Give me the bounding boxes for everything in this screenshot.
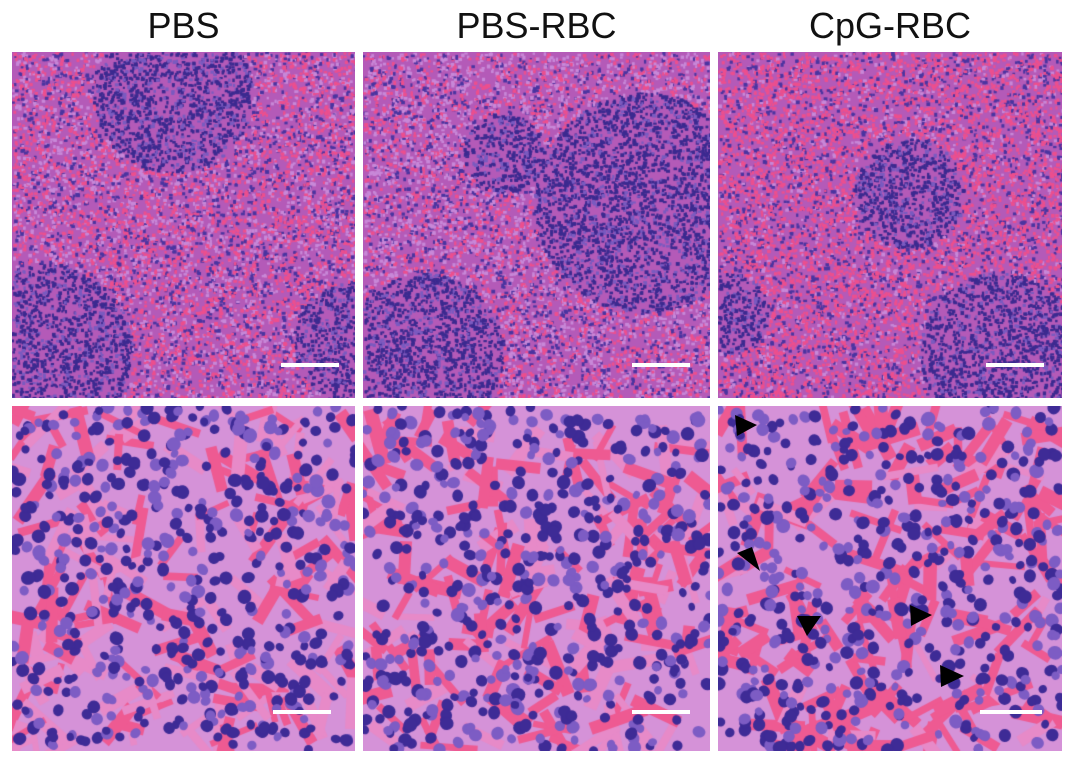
scale-bar — [273, 710, 331, 714]
column-title-pbs: PBS — [147, 5, 220, 46]
scale-bar — [632, 363, 690, 367]
column-title-cpg-rbc: CpG-RBC — [808, 5, 972, 46]
column-title-pbs-rbc: PBS-RBC — [456, 5, 617, 46]
micrograph-cpg-rbc-low — [718, 52, 1062, 398]
micrograph-pbs-rbc-low — [363, 52, 710, 398]
scale-bar — [986, 363, 1044, 367]
scale-bar — [632, 710, 690, 714]
micrograph-pbs-low — [12, 52, 355, 398]
scale-bar — [281, 363, 339, 367]
micrograph-cpg-rbc-high — [718, 406, 1062, 751]
micrograph-pbs-high — [12, 406, 355, 751]
scale-bar — [980, 710, 1042, 714]
micrograph-pbs-rbc-high — [363, 406, 710, 751]
